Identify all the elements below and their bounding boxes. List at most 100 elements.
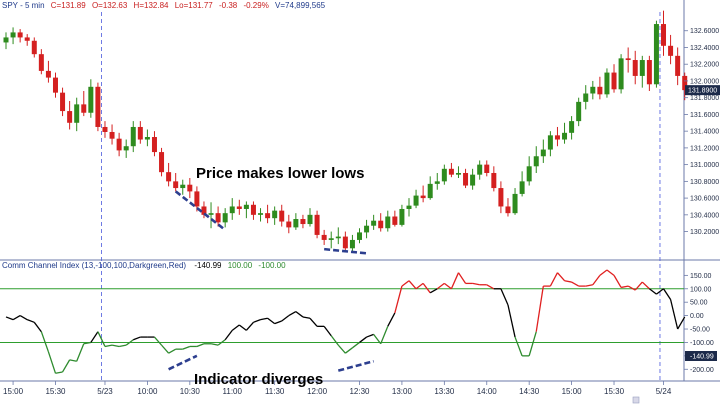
candle-body-11 (81, 104, 87, 113)
candle-body-93 (661, 24, 667, 46)
candle-30 (215, 206, 221, 227)
candle-51 (364, 219, 370, 239)
header-open: O=132.63 (92, 1, 128, 10)
candle-body-10 (74, 104, 80, 123)
candle-body-79 (562, 132, 568, 140)
candle-body-96 (682, 75, 688, 91)
candle-body-29 (208, 213, 214, 215)
scroll-thumb[interactable] (632, 396, 640, 404)
candle-21 (151, 131, 157, 157)
candle-90 (639, 55, 645, 88)
header-symbol: SPY - 5 min (2, 1, 45, 10)
candle-81 (576, 97, 582, 127)
candle-body-62 (441, 168, 447, 182)
cci-segment-10 (76, 343, 85, 362)
candle-8 (60, 87, 66, 117)
candle-13 (95, 82, 101, 132)
candle-35 (250, 201, 256, 220)
cci-level-lines (0, 288, 684, 343)
candle-body-0 (3, 37, 9, 43)
time-tick-label-3: 10:00 (137, 387, 158, 396)
cci-segment-63 (450, 272, 460, 290)
candle-body-2 (17, 32, 23, 38)
cci-segment-29 (210, 343, 219, 346)
candle-9 (67, 101, 73, 130)
header-low: Lo=131.77 (175, 1, 214, 10)
cci-segment-11 (83, 341, 91, 345)
cci-segment-79 (564, 280, 572, 283)
candle-body-7 (52, 77, 58, 93)
candle-53 (378, 213, 384, 232)
cci-segment-62 (443, 282, 452, 290)
cci-segment-23 (168, 348, 177, 354)
candle-87 (618, 54, 624, 94)
candle-59 (420, 185, 426, 203)
candle-75 (533, 146, 539, 173)
cci-segment-42 (302, 316, 311, 319)
candle-92 (653, 20, 659, 88)
candle-66 (470, 168, 476, 190)
candle-body-12 (88, 86, 94, 113)
time-tick-label-9: 13:00 (392, 387, 413, 396)
cci-segment-77 (549, 272, 559, 287)
cci-segment-40 (288, 311, 297, 317)
last-cci-label: -140.99 (690, 354, 714, 361)
candle-body-19 (137, 126, 143, 140)
candle-96 (682, 72, 688, 101)
cci-segment-16 (118, 344, 127, 348)
price-axis: 132.6000 132.4000 132.2000 132.0000 131.8000… (684, 28, 720, 236)
cci-axis: 150.00100.0050.000.00-50.00-100.00-150.0… (684, 273, 717, 374)
cci-segment-12 (90, 331, 99, 343)
cci-segment-8 (61, 359, 71, 373)
candle-body-56 (399, 208, 405, 225)
cci-segment-15 (111, 344, 120, 348)
candle-body-52 (371, 220, 377, 226)
candle-56 (399, 204, 405, 227)
candle-15 (109, 124, 115, 145)
candle-body-45 (321, 234, 327, 240)
candle-body-72 (512, 193, 518, 214)
cci-segment-83 (592, 274, 601, 286)
candle-body-35 (250, 204, 256, 215)
candle-body-33 (236, 206, 242, 209)
candle-body-25 (180, 184, 186, 189)
candle-44 (314, 210, 320, 239)
candle-83 (590, 80, 596, 100)
time-tick-label-10: 13:30 (434, 387, 455, 396)
candle-body-31 (222, 213, 228, 223)
candle-body-28 (201, 206, 207, 215)
price-tick-label-10: 130.6000 (690, 196, 719, 203)
candle-body-57 (406, 205, 412, 209)
candle-body-54 (385, 216, 391, 229)
candle-52 (371, 214, 377, 230)
candle-73 (519, 171, 525, 197)
candle-63 (448, 162, 454, 178)
candle-body-78 (554, 135, 560, 140)
candle-2 (17, 29, 23, 43)
candle-60 (427, 176, 433, 200)
cci-segment-91 (648, 288, 657, 295)
price-header: SPY - 5 min C=131.89 O=132.63 H=132.84 L… (2, 1, 326, 10)
cci-segment-25 (182, 345, 191, 350)
candle-body-21 (151, 137, 157, 153)
cci-segment-89 (634, 281, 643, 291)
cci-segment-51 (366, 333, 374, 338)
time-tick-label-6: 11:30 (265, 387, 285, 396)
candle-20 (144, 129, 150, 147)
candle-25 (180, 179, 186, 195)
candle-body-42 (300, 219, 306, 225)
cci-segment-18 (133, 336, 141, 341)
cci-segment-75 (535, 285, 544, 332)
candle-26 (187, 178, 193, 199)
cci-segment-71 (507, 304, 516, 338)
candle-48 (342, 231, 348, 250)
candle-body-32 (229, 206, 235, 214)
candle-49 (349, 234, 355, 252)
candle-body-74 (526, 166, 532, 182)
candle-62 (441, 164, 447, 185)
candle-body-75 (533, 156, 539, 167)
candle-43 (307, 208, 313, 227)
candle-78 (554, 126, 560, 147)
indicator-value: -140.99 (194, 261, 222, 270)
cci-segment-78 (556, 272, 566, 282)
